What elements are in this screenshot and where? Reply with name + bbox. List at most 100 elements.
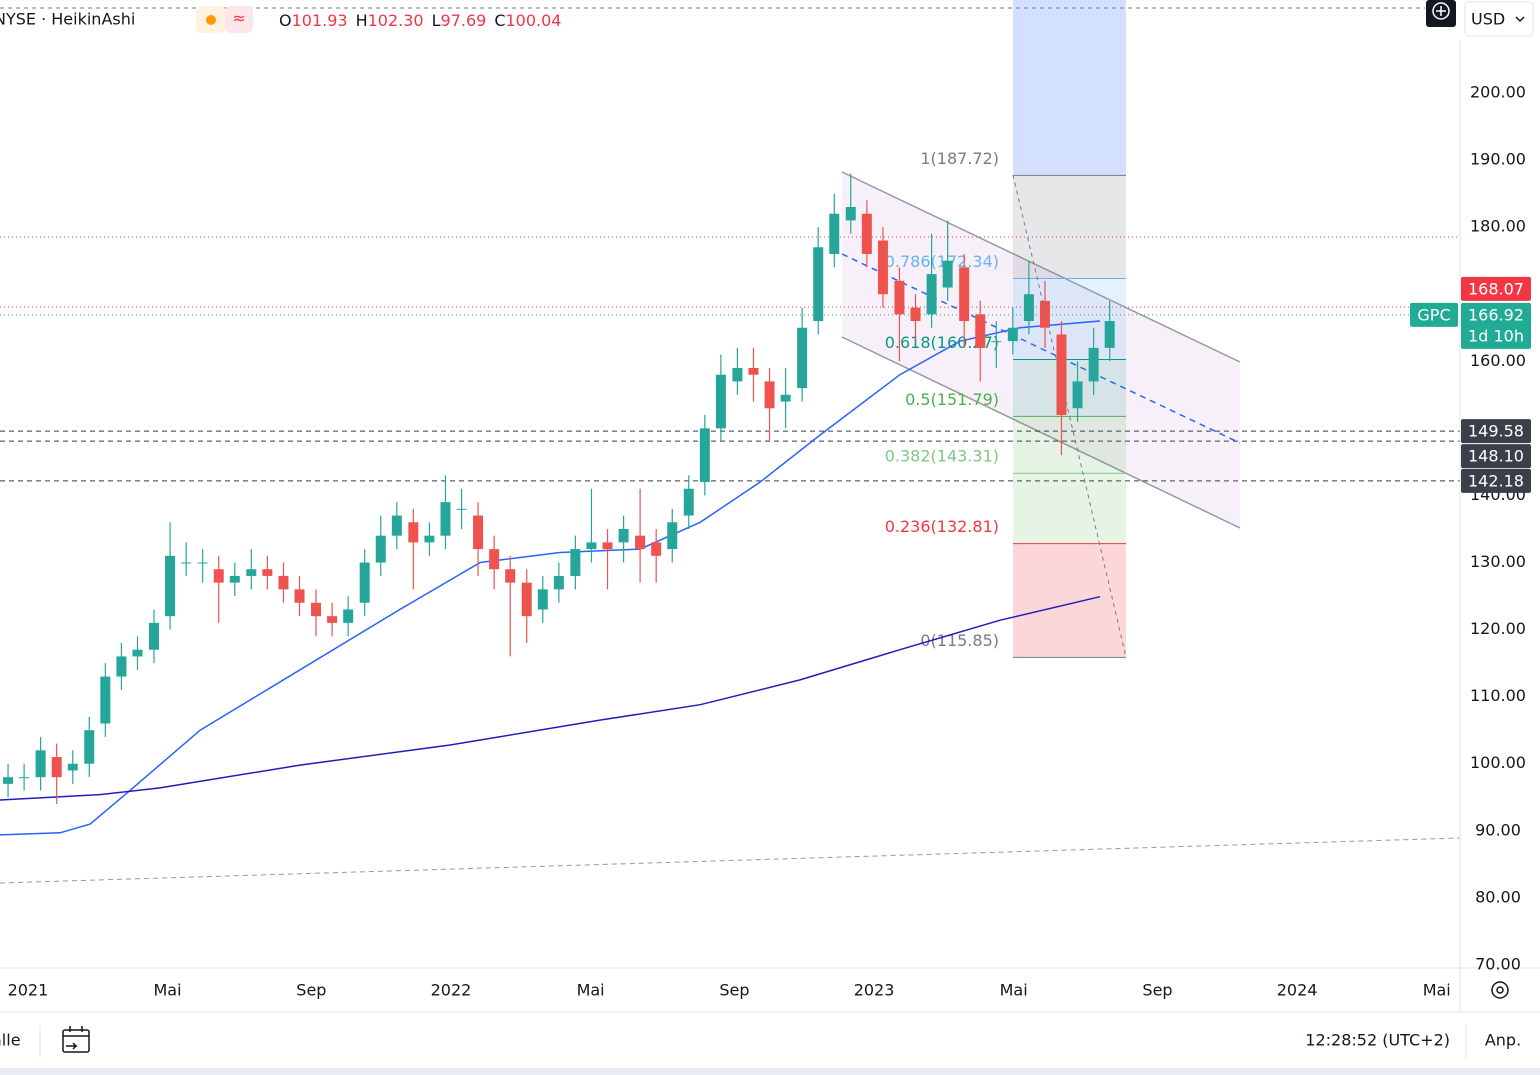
icon xyxy=(63,1026,89,1050)
candle-body xyxy=(213,569,224,583)
candle-body xyxy=(764,381,775,409)
price-marker xyxy=(1461,468,1531,493)
fib-band xyxy=(1013,473,1126,544)
trend-line xyxy=(0,837,1461,884)
candle-body xyxy=(618,528,629,543)
candle-body xyxy=(861,213,872,254)
y-tick-label: 120.00 xyxy=(1470,619,1526,638)
ohlc: O101.93 H102.30 L97.69 C100.04 xyxy=(279,11,561,30)
x-tick-label: Mai xyxy=(154,981,182,1000)
x-tick-label: 2024 xyxy=(1277,981,1318,1000)
candle-body xyxy=(553,575,564,590)
symbol: NYSE · HeikinAshi xyxy=(0,10,135,29)
candle-body xyxy=(51,757,62,778)
fib-label: 0.382(143.31) xyxy=(885,447,999,466)
candle-body xyxy=(715,374,726,429)
icon xyxy=(225,6,253,33)
currency-select[interactable] xyxy=(1464,1,1534,37)
settings-icon[interactable] xyxy=(1491,981,1509,999)
candle-body xyxy=(586,542,597,550)
candle-body xyxy=(635,535,646,550)
candle-body xyxy=(359,562,370,603)
candle-body xyxy=(651,542,662,556)
candle-body xyxy=(748,367,759,375)
ohlc-key: O xyxy=(279,11,292,30)
candle-body xyxy=(1056,334,1067,415)
price-marker-label: 149.58 xyxy=(1468,422,1524,441)
fib-band xyxy=(1013,416,1126,474)
candle-body xyxy=(35,750,46,778)
channel-mid xyxy=(841,253,1241,444)
x-tick-label: 2021 xyxy=(8,981,49,1000)
icon xyxy=(1496,986,1504,994)
y-tick-label: 110.00 xyxy=(1470,686,1526,705)
fib-band xyxy=(1013,0,1126,175)
candle-body xyxy=(1007,327,1018,342)
candle-body xyxy=(780,394,791,402)
candle-body xyxy=(408,522,419,543)
price-marker-label: 142.18 xyxy=(1468,471,1524,490)
icon xyxy=(1515,16,1525,23)
channel xyxy=(842,172,1240,528)
price-marker-label: 148.10 xyxy=(1468,447,1524,466)
price-marker xyxy=(1461,444,1531,469)
candle-body xyxy=(1039,300,1050,328)
candle-body xyxy=(1088,347,1099,382)
plot xyxy=(0,173,1460,836)
candle-body xyxy=(537,589,548,610)
candle-body xyxy=(3,777,14,784)
candle-body xyxy=(165,555,176,617)
candle-body xyxy=(424,535,435,543)
fib-label: 0(115.85) xyxy=(920,631,999,650)
fib-label: 0.5(151.79) xyxy=(905,390,999,409)
fib-label: 0.618(160.27) xyxy=(885,333,999,352)
candle-body xyxy=(67,763,78,771)
candle-body xyxy=(1104,321,1115,348)
candle-body xyxy=(926,274,937,315)
date-range-icon[interactable] xyxy=(62,1029,90,1053)
y-tick-label: 190.00 xyxy=(1470,150,1526,169)
adjust[interactable]: Anp. xyxy=(1485,1031,1521,1050)
candle-body xyxy=(797,327,808,389)
candle-body xyxy=(991,341,1002,343)
y-tick-label: 160.00 xyxy=(1470,351,1526,370)
candle-body xyxy=(602,542,613,550)
ohlc-value: 101.93 xyxy=(292,11,348,30)
candle-body xyxy=(84,730,95,764)
candle-body xyxy=(132,649,143,657)
x-tick-label: Sep xyxy=(1142,981,1172,1000)
x-tick-label: Mai xyxy=(577,981,605,1000)
icon xyxy=(1436,6,1446,16)
candle-body xyxy=(732,367,743,382)
candle-body xyxy=(181,562,192,564)
candle-body xyxy=(505,569,516,583)
candle-body xyxy=(570,549,581,576)
price-marker xyxy=(1461,419,1531,444)
candle-body xyxy=(343,609,354,623)
ohlc-key: L xyxy=(432,11,441,30)
candle-body xyxy=(667,522,678,550)
currency: USD xyxy=(1471,10,1505,29)
candle-body xyxy=(942,260,953,288)
candle-body xyxy=(262,569,273,576)
candle-body xyxy=(894,280,905,315)
x-tick-label: Mai xyxy=(1423,981,1451,1000)
fib-label: 0.236(132.81) xyxy=(885,517,999,536)
candle-body xyxy=(246,569,257,576)
candle-body xyxy=(116,656,127,677)
ohlc-value: 100.04 xyxy=(506,11,562,30)
icon xyxy=(206,15,216,25)
x-tick-label: 2023 xyxy=(854,981,895,1000)
range[interactable]: alle xyxy=(0,1031,21,1050)
candle-body xyxy=(910,307,921,322)
candle-body xyxy=(699,428,710,483)
moving-average xyxy=(0,320,1101,836)
symbol-tag-label: GPC xyxy=(1417,305,1450,324)
candle-body xyxy=(19,777,30,779)
x-tick-label: Sep xyxy=(719,981,749,1000)
last-price-label: 166.92 xyxy=(1468,305,1524,324)
y-tick-label: 180.00 xyxy=(1470,217,1526,236)
channel-line xyxy=(841,171,1241,363)
